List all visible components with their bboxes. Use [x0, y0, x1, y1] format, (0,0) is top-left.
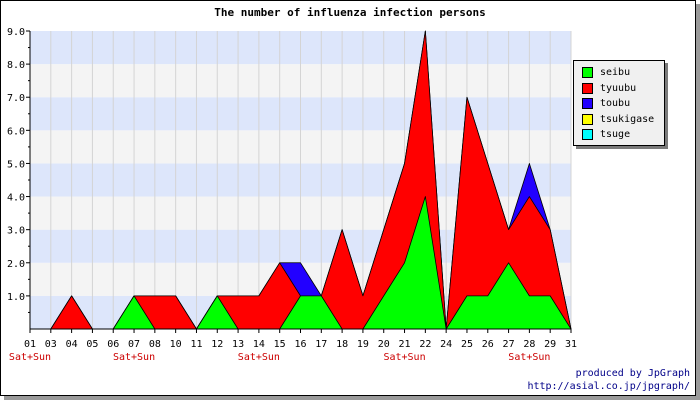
x-tick-label: 25	[461, 339, 473, 350]
x-tick-label: 01	[24, 339, 36, 350]
legend-label: tsukigase	[600, 113, 655, 125]
legend-item-tsuge: tsuge	[574, 127, 664, 143]
x-tick-label: 15	[274, 339, 286, 350]
weekend-label: Sat+Sun	[9, 352, 51, 363]
x-tick-label: 06	[107, 339, 119, 350]
legend-swatch	[582, 67, 593, 79]
x-tick-label: 26	[482, 339, 494, 350]
x-tick-label: 11	[190, 339, 202, 350]
x-tick-label: 07	[128, 339, 140, 350]
chart-title: The number of influenza infection person…	[214, 6, 486, 19]
legend-swatch	[582, 82, 593, 94]
credit-link[interactable]: http://asial.co.jp/jpgraph/	[527, 381, 690, 392]
x-tick-label: 28	[523, 339, 535, 350]
weekend-label: Sat+Sun	[238, 352, 280, 363]
x-tick-label: 17	[315, 339, 327, 350]
x-tick-label: 21	[399, 339, 411, 350]
legend-item-seibu: seibu	[574, 65, 664, 81]
x-tick-label: 27	[503, 339, 515, 350]
x-tick-label: 04	[66, 339, 78, 350]
x-tick-label: 24	[440, 339, 452, 350]
stacked-areas	[29, 30, 572, 330]
legend-swatch	[582, 98, 593, 110]
legend-item-toubu: toubu	[574, 96, 664, 112]
x-tick-label: 12	[211, 339, 223, 350]
y-tick-label: 5.0	[7, 159, 25, 170]
weekend-label: Sat+Sun	[113, 352, 155, 363]
x-tick-label: 05	[86, 339, 98, 350]
weekend-markers: Sat+Sun Sat+Sun Sat+Sun Sat+Sun Sat+Sun	[9, 352, 551, 363]
x-tick-label: 20	[378, 339, 390, 350]
x-tick-label: 31	[565, 339, 577, 350]
x-axis-tick-labels: 01 03 04 05 06 07 08 10 11 12 13 14 15 16 17 18 19 20 21 22…	[24, 339, 577, 350]
y-tick-label: 1.0	[7, 292, 25, 303]
y-tick-label: 2.0	[7, 259, 25, 270]
x-tick-label: 03	[45, 339, 57, 350]
legend-label: tsuge	[600, 129, 631, 141]
legend-swatch	[582, 113, 593, 125]
area-seibu	[29, 196, 572, 330]
y-axis-tick-labels: 1.0 2.0 3.0 4.0 5.0 6.0 7.0 8.0 9.0	[7, 27, 25, 303]
y-tick-label: 4.0	[7, 193, 25, 204]
x-tick-label: 19	[357, 339, 369, 350]
legend-item-tyuubu: tyuubu	[574, 81, 664, 97]
chart-legend: seibu tyuubu toubu tsukigase tsuge	[573, 60, 665, 146]
credit-line-1: produced by JpGraph	[576, 368, 690, 379]
x-tick-label: 10	[170, 339, 182, 350]
weekend-label: Sat+Sun	[383, 352, 425, 363]
y-tick-label: 7.0	[7, 93, 25, 104]
legend-label: seibu	[600, 67, 631, 79]
x-tick-label: 29	[544, 339, 556, 350]
x-tick-label: 16	[294, 339, 306, 350]
weekend-label: Sat+Sun	[508, 352, 550, 363]
y-tick-label: 6.0	[7, 126, 25, 137]
legend-label: toubu	[600, 98, 631, 110]
y-tick-label: 8.0	[7, 60, 25, 71]
legend-item-tsukigase: tsukigase	[574, 112, 664, 128]
legend-swatch	[582, 129, 593, 141]
y-tick-label: 9.0	[7, 27, 25, 38]
x-tick-label: 13	[232, 339, 244, 350]
x-tick-label: 08	[149, 339, 161, 350]
legend-label: tyuubu	[600, 82, 637, 94]
axes	[26, 30, 572, 333]
x-tick-label: 18	[336, 339, 348, 350]
x-tick-label: 14	[253, 339, 265, 350]
y-tick-label: 3.0	[7, 226, 25, 237]
x-tick-label: 22	[419, 339, 431, 350]
